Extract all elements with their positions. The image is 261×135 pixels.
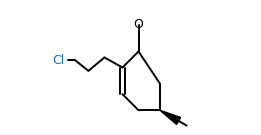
Polygon shape <box>160 110 181 124</box>
Text: O: O <box>134 18 144 31</box>
Text: Cl: Cl <box>52 54 64 67</box>
